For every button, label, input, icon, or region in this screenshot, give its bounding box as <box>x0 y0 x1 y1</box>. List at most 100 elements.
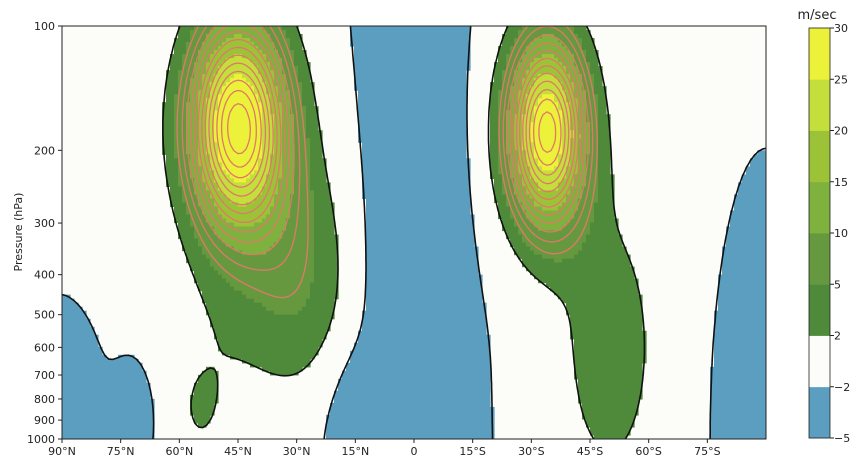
contour-fill-cell <box>574 182 587 187</box>
contour-fill-cell <box>214 202 239 208</box>
contour-fill-cell <box>358 138 467 143</box>
contour-fill-cell <box>182 190 195 196</box>
contour-fill-cell <box>502 222 515 228</box>
contour-fill-cell <box>190 166 203 171</box>
contour-fill-cell <box>206 126 215 131</box>
contour-fill-cell <box>290 202 315 208</box>
contour-fill-cell <box>226 170 255 175</box>
contour-fill-cell <box>514 146 523 151</box>
contour-fill-cell <box>366 250 479 256</box>
x-tick-label: 30°S <box>518 445 544 456</box>
contour-fill-cell <box>310 138 323 143</box>
contour-fill-cell <box>362 186 471 191</box>
contour-fill-cell <box>558 294 643 300</box>
contour-fill-cell <box>290 206 315 212</box>
contour-fill-cell <box>718 306 766 312</box>
contour-fill-cell <box>314 270 339 276</box>
contour-fill-cell <box>574 214 595 220</box>
contour-fill-cell <box>358 330 487 336</box>
contour-fill-cell <box>578 130 591 135</box>
contour-fill-cell <box>310 282 339 288</box>
contour-fill-cell <box>510 242 527 248</box>
contour-fill-cell <box>174 146 187 151</box>
contour-fill-cell <box>578 118 587 123</box>
contour-fill-cell <box>558 154 571 159</box>
contour-fill-cell <box>498 214 511 220</box>
contour-fill-cell <box>162 110 175 115</box>
contour-fill-cell <box>62 390 151 396</box>
contour-fill-cell <box>350 30 471 35</box>
contour-fill-cell <box>738 186 766 191</box>
contour-fill-cell <box>494 186 503 191</box>
contour-fill-cell <box>218 342 323 348</box>
contour-fill-cell <box>574 374 643 380</box>
contour-fill-cell <box>354 46 471 51</box>
contour-fill-cell <box>250 362 311 368</box>
contour-fill-cell <box>506 26 523 31</box>
contour-fill-cell <box>542 206 559 212</box>
contour-fill-cell <box>62 414 155 420</box>
contour-fill-cell <box>358 126 467 131</box>
contour-fill-cell <box>514 78 523 83</box>
contour-fill-cell <box>514 114 523 119</box>
contour-fill-cell <box>190 82 203 87</box>
contour-fill-cell <box>170 58 183 63</box>
contour-fill-cell <box>494 78 503 83</box>
contour-fill-cell <box>314 206 335 212</box>
contour-fill-cell <box>598 110 607 115</box>
x-tick-label: 75°N <box>107 445 135 456</box>
contour-fill-cell <box>258 166 271 171</box>
contour-fill-cell <box>722 258 766 264</box>
contour-fill-cell <box>578 378 643 384</box>
contour-fill-cell <box>578 206 595 212</box>
contour-fill-cell <box>494 66 507 71</box>
contour-fill-cell <box>186 114 199 119</box>
contour-fill-cell <box>590 66 603 71</box>
contour-fill-cell <box>490 166 499 171</box>
contour-fill-cell <box>218 94 259 99</box>
contour-fill-cell <box>194 70 207 75</box>
contour-fill-cell <box>366 234 475 240</box>
contour-fill-cell <box>250 82 267 87</box>
contour-fill-cell <box>562 258 631 264</box>
contour-fill-cell <box>218 206 271 212</box>
contour-fill-cell <box>186 250 203 256</box>
contour-fill-cell <box>310 150 323 155</box>
contour-fill-cell <box>178 70 195 75</box>
contour-fill-cell <box>510 102 519 107</box>
positive-contour-line <box>193 30 583 233</box>
contour-fill-cell <box>178 74 195 79</box>
contour-fill-cell <box>186 258 211 264</box>
contour-fill-cell <box>190 410 215 416</box>
contour-fill-cell <box>498 162 511 167</box>
contour-fill-cell <box>366 286 483 292</box>
contour-fill-cell <box>214 126 263 131</box>
contour-fill-cell <box>586 166 599 171</box>
contour-fill-cell <box>598 174 615 179</box>
contour-fill-cell <box>242 358 311 364</box>
contour-fill-cell <box>282 234 315 240</box>
contour-fill-cell <box>354 342 491 348</box>
contour-fill-cell <box>714 310 766 316</box>
contour-fill-cell <box>710 422 766 428</box>
contour-fill-cell <box>254 198 275 204</box>
contour-fill-cell <box>598 178 615 183</box>
contour-fill-cell <box>274 114 283 119</box>
contour-fill-cell <box>566 194 583 200</box>
contour-fill-cell <box>570 186 583 191</box>
contour-fill-cell <box>502 70 515 75</box>
contour-fill-cell <box>62 330 95 336</box>
contour-fill-cell <box>746 170 766 175</box>
contour-fill-cell <box>190 170 203 175</box>
contour-fill-cell <box>598 170 611 175</box>
contour-fill-cell <box>202 298 255 304</box>
contour-fill-cell <box>214 178 235 183</box>
contour-fill-cell <box>510 162 519 167</box>
contour-fill-cell <box>62 402 155 408</box>
contour-fill-cell <box>198 146 207 151</box>
contour-fill-cell <box>554 54 575 59</box>
contour-fill-cell <box>294 54 307 59</box>
contour-fill-cell <box>498 46 511 51</box>
contour-fill-cell <box>294 118 307 123</box>
contour-fill-cell <box>62 422 155 428</box>
